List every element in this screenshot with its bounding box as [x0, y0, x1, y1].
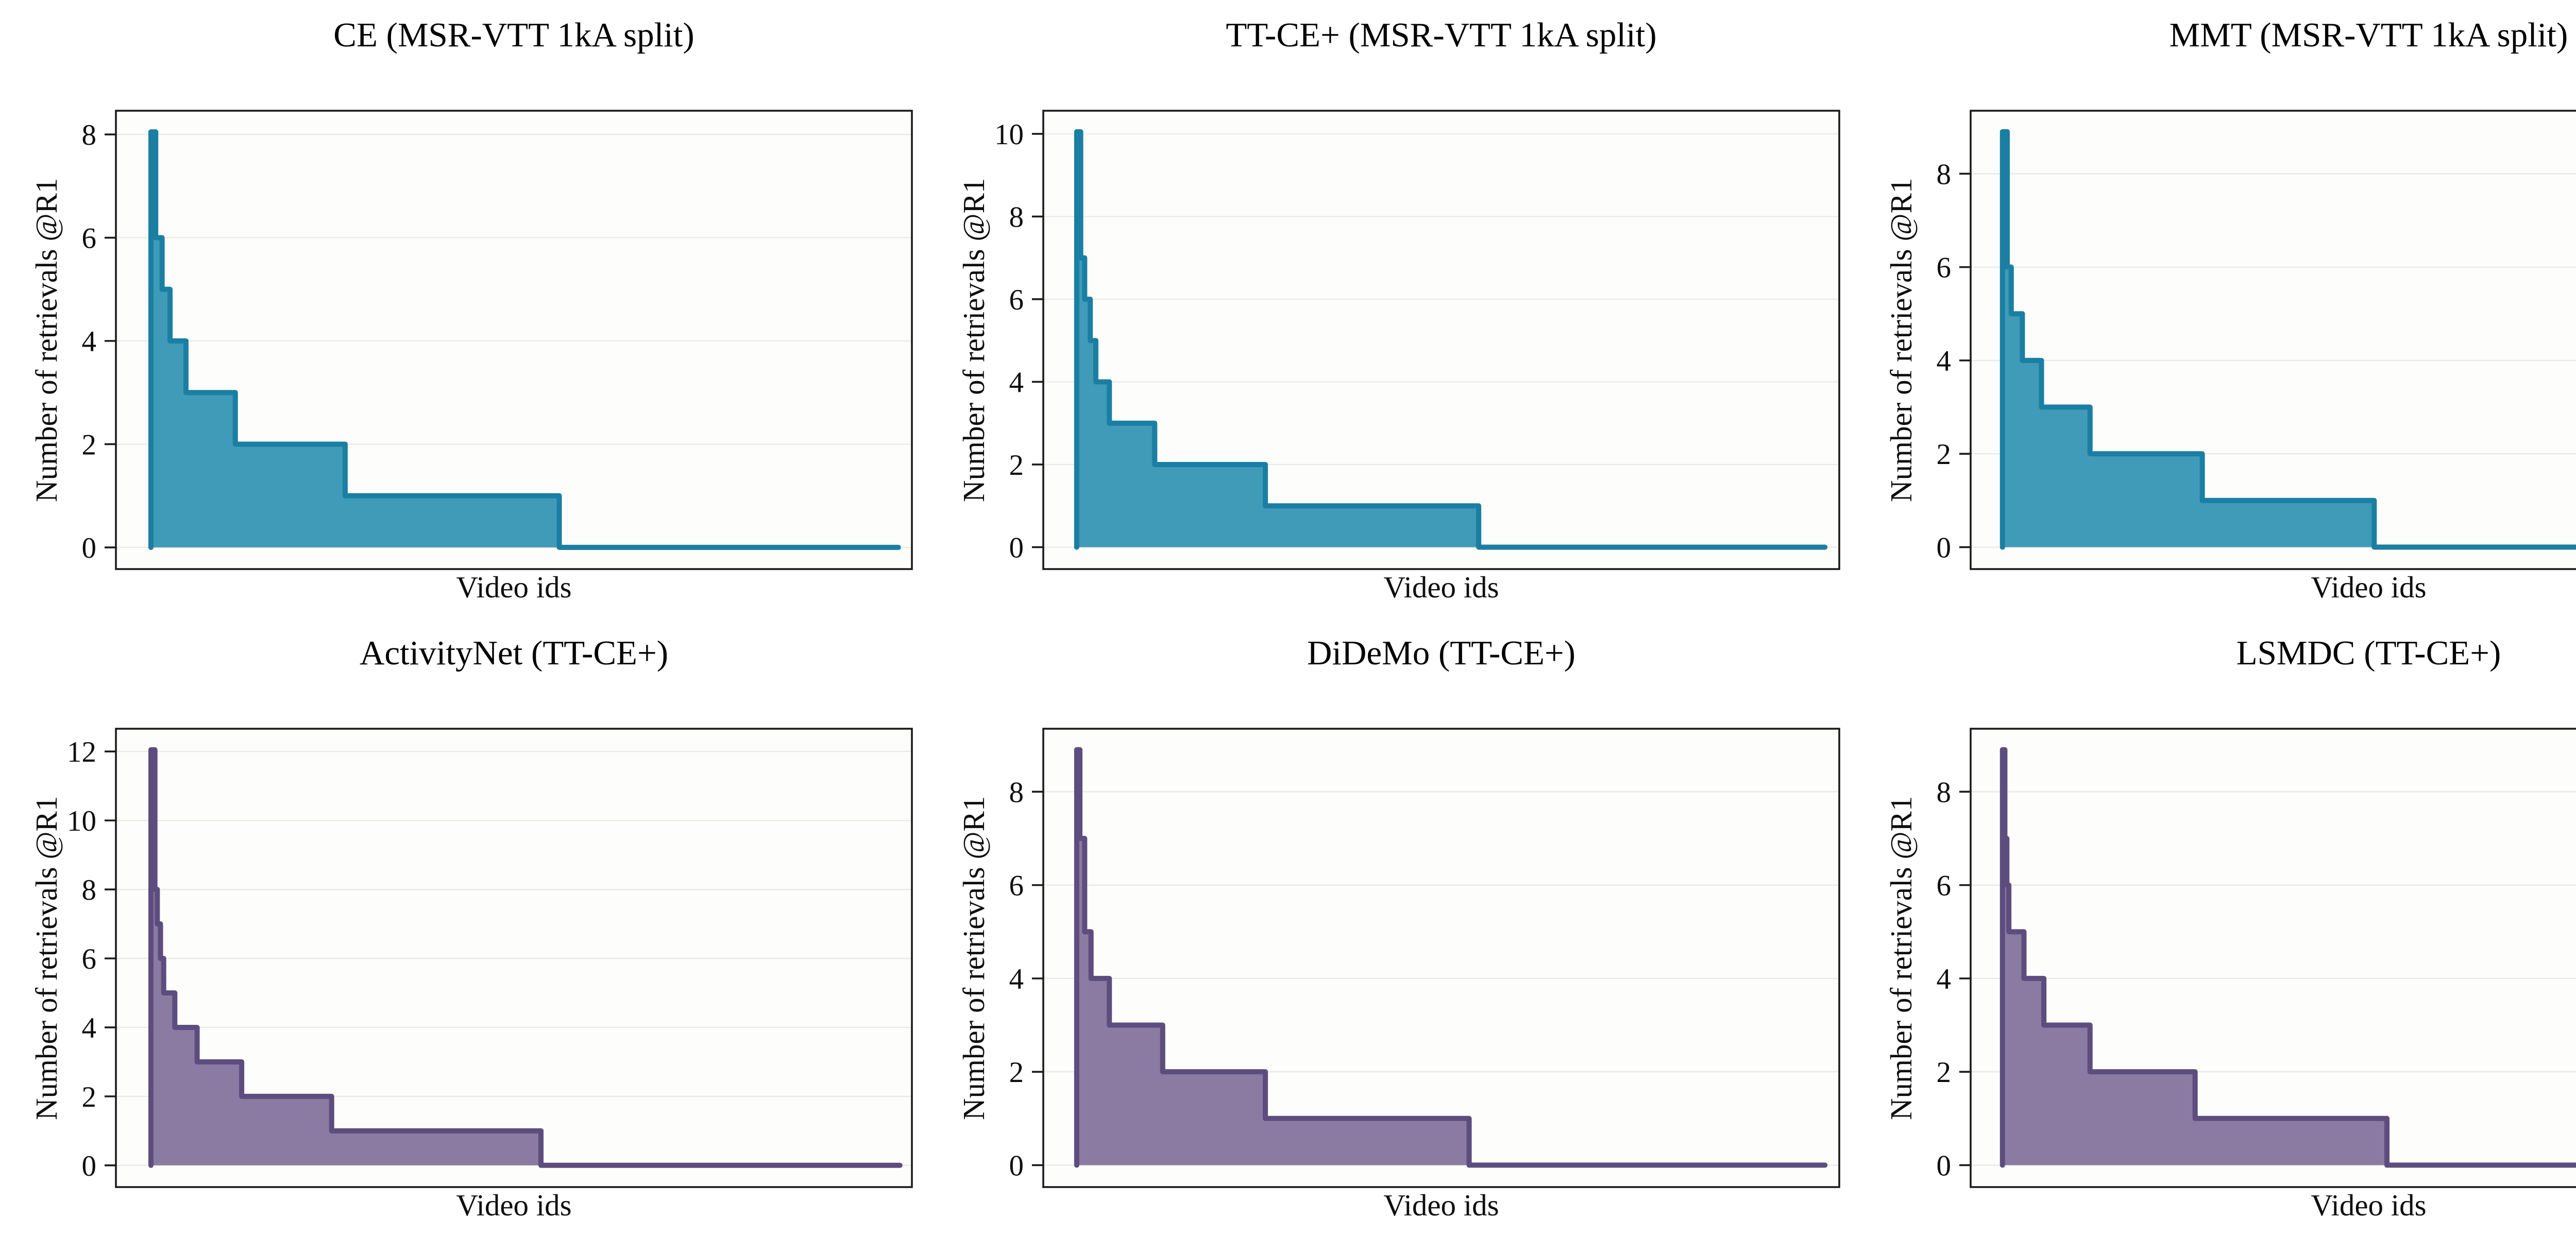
y-tick-label: 6	[82, 943, 97, 975]
y-tick-label: 8	[82, 874, 97, 906]
axis-spine	[115, 110, 913, 570]
panel-ce-msrvtt: CE (MSR-VTT 1kA split) Number of retriev…	[0, 0, 927, 618]
step-line	[1074, 747, 1828, 1168]
step-line	[1999, 747, 2576, 1168]
y-tick-label: 8	[1937, 158, 1952, 191]
axis-spine	[1970, 728, 2576, 1188]
panel-didemo: DiDeMo (TT-CE+) Number of retrievals @R1…	[927, 618, 1855, 1236]
y-tick-label: 10	[67, 805, 96, 837]
panel-title: TT-CE+ (MSR-VTT 1kA split)	[1226, 16, 1657, 54]
y-tick-label: 8	[1009, 776, 1024, 809]
panel-title: DiDeMo (TT-CE+)	[1307, 634, 1575, 672]
axis-spine	[1042, 110, 1840, 570]
step-line	[148, 129, 901, 550]
y-tick-label: 0	[82, 532, 97, 564]
chart-svg: 0 2 4 6 8	[1937, 110, 2576, 570]
y-tick-label: 6	[1937, 252, 1952, 284]
chart-svg: 0 2 4 6 8 10	[994, 110, 1840, 570]
axis-spine	[1970, 110, 2576, 570]
y-tick-label: 4	[1937, 963, 1952, 995]
panel-title: ActivityNet (TT-CE+)	[359, 634, 669, 672]
panel-mmt-msrvtt: MMT (MSR-VTT 1kA split) Number of retrie…	[1855, 0, 2576, 618]
chart-svg: 0 2 4 6 8	[82, 110, 913, 570]
y-axis-label: Number of retrievals @R1	[1884, 178, 1918, 502]
y-tick-label: 6	[1009, 284, 1024, 316]
y-tick-label: 2	[82, 428, 97, 461]
panel-title: CE (MSR-VTT 1kA split)	[333, 16, 694, 54]
y-tick-label: 0	[1009, 1149, 1024, 1182]
x-axis-label: Video ids	[1383, 570, 1499, 604]
step-area	[150, 749, 900, 1165]
y-tick-label: 4	[1937, 345, 1952, 377]
step-area	[1076, 131, 1825, 547]
y-tick-label: 6	[1937, 870, 1952, 902]
y-tick-label: 8	[1937, 776, 1952, 809]
y-axis-label: Number of retrievals @R1	[957, 796, 991, 1120]
y-tick-label: 2	[1937, 1056, 1952, 1089]
y-tick-label: 12	[67, 736, 96, 768]
step-line	[1999, 129, 2576, 550]
step-line	[1074, 129, 1828, 550]
y-tick-label: 4	[82, 325, 97, 358]
y-axis-label: Number of retrievals @R1	[29, 178, 63, 502]
y-axis-label: Number of retrievals @R1	[1884, 796, 1918, 1120]
panel-ttce-msrvtt: TT-CE+ (MSR-VTT 1kA split) Number of ret…	[927, 0, 1855, 618]
y-tick-label: 0	[1937, 1149, 1952, 1182]
axis-spine	[1042, 728, 1840, 1188]
y-tick-label: 0	[1009, 531, 1024, 564]
y-tick-label: 2	[1937, 438, 1952, 471]
panel-lsmdc: LSMDC (TT-CE+) Number of retrievals @R1 …	[1855, 618, 2576, 1236]
x-axis-label: Video ids	[456, 1188, 572, 1222]
y-tick-label: 2	[1009, 449, 1024, 482]
x-axis-label: Video ids	[2311, 1188, 2427, 1222]
step-line	[148, 747, 903, 1168]
y-tick-label: 2	[1009, 1056, 1024, 1089]
y-tick-label: 0	[82, 1150, 97, 1182]
x-axis-label: Video ids	[1383, 1188, 1499, 1222]
step-area	[2002, 749, 2576, 1165]
y-axis-label: Number of retrievals @R1	[957, 178, 991, 502]
y-tick-label: 4	[1009, 963, 1024, 995]
y-tick-label: 8	[82, 119, 97, 151]
step-area	[150, 132, 899, 547]
chart-svg: 0 2 4 6 8 10 12	[67, 728, 913, 1188]
y-tick-label: 0	[1937, 531, 1952, 564]
step-area	[2002, 131, 2576, 547]
panel-title: MMT (MSR-VTT 1kA split)	[2169, 16, 2568, 54]
panel-activitynet: ActivityNet (TT-CE+) Number of retrieval…	[0, 618, 927, 1236]
x-axis-label: Video ids	[456, 570, 572, 604]
chart-svg: 0 2 4 6 8	[1937, 728, 2576, 1188]
y-tick-label: 2	[82, 1081, 97, 1113]
y-axis-label: Number of retrievals @R1	[29, 796, 63, 1120]
panel-title: LSMDC (TT-CE+)	[2236, 634, 2501, 672]
y-tick-label: 8	[1009, 201, 1024, 233]
y-tick-label: 4	[82, 1012, 97, 1044]
y-tick-label: 10	[994, 118, 1024, 151]
x-axis-label: Video ids	[2311, 570, 2427, 604]
chart-svg: 0 2 4 6 8	[1009, 728, 1840, 1188]
step-area	[1076, 749, 1825, 1165]
y-tick-label: 6	[82, 222, 97, 255]
y-tick-label: 4	[1009, 366, 1024, 399]
y-tick-label: 6	[1009, 870, 1024, 902]
